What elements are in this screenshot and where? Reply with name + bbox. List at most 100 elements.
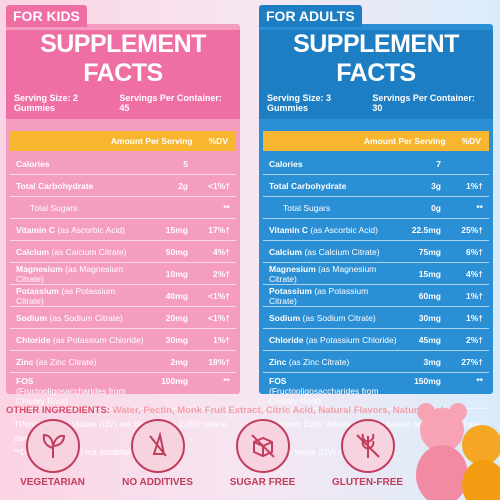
nutrient-name: Total Sugars bbox=[30, 202, 78, 213]
nutrient-source: (as Magnesium Citrate) bbox=[269, 263, 377, 284]
nutrient-name: Calcium bbox=[269, 246, 303, 257]
serving-line: Serving Size: 2 Gummies Servings Per Cont… bbox=[6, 88, 240, 113]
nutrient-cell: Sodium (as Sodium Citrate) bbox=[16, 313, 144, 323]
serving-line: Serving Size: 3 Gummies Servings Per Cont… bbox=[259, 88, 493, 113]
nutrient-row: Zinc (as Zinc Citrate) 2mg 18%† bbox=[10, 351, 236, 373]
daily-value: ** bbox=[223, 376, 230, 386]
dv-header: %DV bbox=[208, 136, 228, 146]
nutrient-name: Calories bbox=[269, 158, 303, 169]
nutrient-source: (as Calcium Citrate) bbox=[51, 246, 127, 257]
amount: 20mg bbox=[165, 312, 188, 323]
rows: Calories 7 Total Carbohydrate 3g 1%† Total Su… bbox=[263, 153, 489, 409]
nutrient-row: Sodium (as Sodium Citrate) 30mg 1%† bbox=[263, 307, 489, 329]
badges: VEGETARIAN NO ADDITIVES SUGAR FREE GLUTEN-F… bbox=[0, 418, 420, 488]
daily-value: <1%† bbox=[208, 312, 230, 323]
nutrient-name: Sodium bbox=[16, 312, 48, 323]
nutrient-cell: Total Sugars bbox=[269, 203, 397, 213]
amount: 100mg bbox=[161, 376, 188, 386]
amount-header: Amount Per Serving bbox=[110, 136, 193, 146]
daily-value: 1%† bbox=[465, 312, 483, 323]
daily-value: 1%† bbox=[212, 334, 230, 345]
footnote: †Percent Daily Values (DV) are based on … bbox=[14, 419, 227, 443]
panel-title: SUPPLEMENT FACTS bbox=[40, 30, 206, 87]
nutrient-cell: Vitamin C (as Ascorbic Acid) bbox=[16, 225, 144, 235]
amount: 2mg bbox=[170, 356, 188, 367]
nutrient-source: (as Ascorbic Acid) bbox=[57, 224, 125, 235]
nutrient-cell: Potassium (as Potassium Citrate) bbox=[269, 286, 397, 306]
nutrient-name: Zinc bbox=[269, 356, 287, 367]
nutrient-cell: Total Sugars bbox=[16, 203, 144, 213]
daily-value: 17%† bbox=[208, 224, 230, 235]
rows: Calories 5 Total Carbohydrate 2g <1%† Total S… bbox=[10, 153, 236, 409]
nutrient-row: Chloride (as Potassium Chloride) 45mg 2%† bbox=[263, 329, 489, 351]
amount: 0g bbox=[431, 202, 441, 213]
nutrient-row: Vitamin C (as Ascorbic Acid) 15mg 17%† bbox=[10, 219, 236, 241]
nutrient-row: Total Sugars ** bbox=[10, 197, 236, 219]
nutrient-cell: FOS (Fructooligosaccharides from Chicory … bbox=[269, 376, 397, 406]
panel-tag: FOR ADULTS bbox=[259, 5, 362, 27]
nutrient-name: FOS bbox=[16, 376, 34, 386]
nutrient-name: Chloride bbox=[269, 334, 304, 345]
nutrient-row: Total Carbohydrate 3g 1%† bbox=[263, 175, 489, 197]
daily-value: 2%† bbox=[465, 334, 483, 345]
nutrient-row: FOS (Fructooligosaccharides from Chicory … bbox=[263, 373, 489, 409]
badge-label: VEGETARIAN bbox=[20, 477, 85, 488]
servings-per-container: Servings Per Container: 45 bbox=[119, 93, 222, 113]
nutrient-cell: Calories bbox=[269, 159, 397, 169]
daily-value: ** bbox=[476, 376, 483, 386]
nutrient-cell: Calcium (as Calcium Citrate) bbox=[16, 247, 144, 257]
nutrient-source: (Fructooligosaccharides from Chicory Roo… bbox=[16, 386, 126, 406]
daily-value: ** bbox=[476, 202, 483, 213]
nutrient-name: Total Sugars bbox=[283, 202, 331, 213]
facts-panel: FOR KIDS SUPPLEMENT FACTS Serving Size: 2 … bbox=[6, 5, 240, 457]
amount: 40mg bbox=[165, 290, 188, 301]
daily-value: 2%† bbox=[212, 268, 230, 279]
badge-label: NO ADDITIVES bbox=[122, 477, 193, 488]
nutrient-source: (as Sodium Citrate) bbox=[49, 312, 123, 323]
nutrient-cell: Zinc (as Zinc Citrate) bbox=[269, 357, 397, 367]
amount: 15mg bbox=[418, 268, 441, 279]
daily-value: 6%† bbox=[465, 246, 483, 257]
nutrient-name: Calcium bbox=[16, 246, 50, 257]
nutrient-row: Total Carbohydrate 2g <1%† bbox=[10, 175, 236, 197]
nutrient-row: Calories 5 bbox=[10, 153, 236, 175]
badge-label: GLUTEN-FREE bbox=[331, 477, 404, 488]
nutrient-name: Sodium bbox=[269, 312, 301, 323]
nutrient-name: Magnesium bbox=[16, 263, 63, 274]
amount: 2g bbox=[178, 180, 188, 191]
badge-icon bbox=[25, 419, 80, 473]
nutrient-cell: Calories bbox=[16, 159, 144, 169]
facts-panel: FOR ADULTS SUPPLEMENT FACTS Serving Size: … bbox=[259, 5, 493, 457]
nutrient-cell: Zinc (as Zinc Citrate) bbox=[16, 357, 144, 367]
other-ingredients-text: Water, Pectin, Monk Fruit Extract, Citri… bbox=[112, 405, 461, 416]
amount: 3g bbox=[431, 180, 441, 191]
daily-value: 25%† bbox=[461, 224, 483, 235]
amount: 45mg bbox=[418, 334, 441, 345]
nutrient-name: Calories bbox=[16, 158, 50, 169]
nutrient-source: (as Potassium Citrate) bbox=[16, 285, 116, 306]
nutrient-source: (as Ascorbic Acid) bbox=[310, 224, 378, 235]
nutrient-cell: Chloride (as Potassium Chloride) bbox=[16, 335, 144, 345]
nutrient-row: Calcium (as Calcium Citrate) 50mg 4%† bbox=[10, 241, 236, 263]
nutrient-name: Vitamin C bbox=[16, 224, 56, 235]
daily-value: 4%† bbox=[212, 246, 230, 257]
amount-header: Amount Per Serving bbox=[363, 136, 446, 146]
nutrient-name: Vitamin C bbox=[269, 224, 309, 235]
nutrient-row: Chloride (as Potassium Chloride) 30mg 1%† bbox=[10, 329, 236, 351]
amount: 22.5mg bbox=[411, 224, 441, 235]
daily-value: <1%† bbox=[208, 180, 230, 191]
daily-value: ** bbox=[223, 202, 230, 213]
table-header: Amount Per Serving %DV bbox=[263, 131, 489, 151]
badge: SUGAR FREE bbox=[213, 418, 313, 488]
nutrient-name: Total Carbohydrate bbox=[269, 180, 347, 191]
badge-icon bbox=[340, 419, 395, 473]
badge-label: SUGAR FREE bbox=[229, 477, 296, 488]
nutrient-source: (Fructooligosaccharides from Chicory Roo… bbox=[269, 386, 379, 406]
serving-size: Serving Size: 3 Gummies bbox=[267, 93, 332, 113]
nutrient-row: FOS (Fructooligosaccharides from Chicory … bbox=[10, 373, 236, 409]
table-header: Amount Per Serving %DV bbox=[10, 131, 236, 151]
nutrient-cell: Calcium (as Calcium Citrate) bbox=[269, 247, 397, 257]
nutrient-name: Total Carbohydrate bbox=[16, 180, 94, 191]
nutrient-cell: Magnesium (as Magnesium Citrate) bbox=[16, 264, 144, 284]
nutrient-cell: Chloride (as Potassium Chloride) bbox=[269, 335, 397, 345]
